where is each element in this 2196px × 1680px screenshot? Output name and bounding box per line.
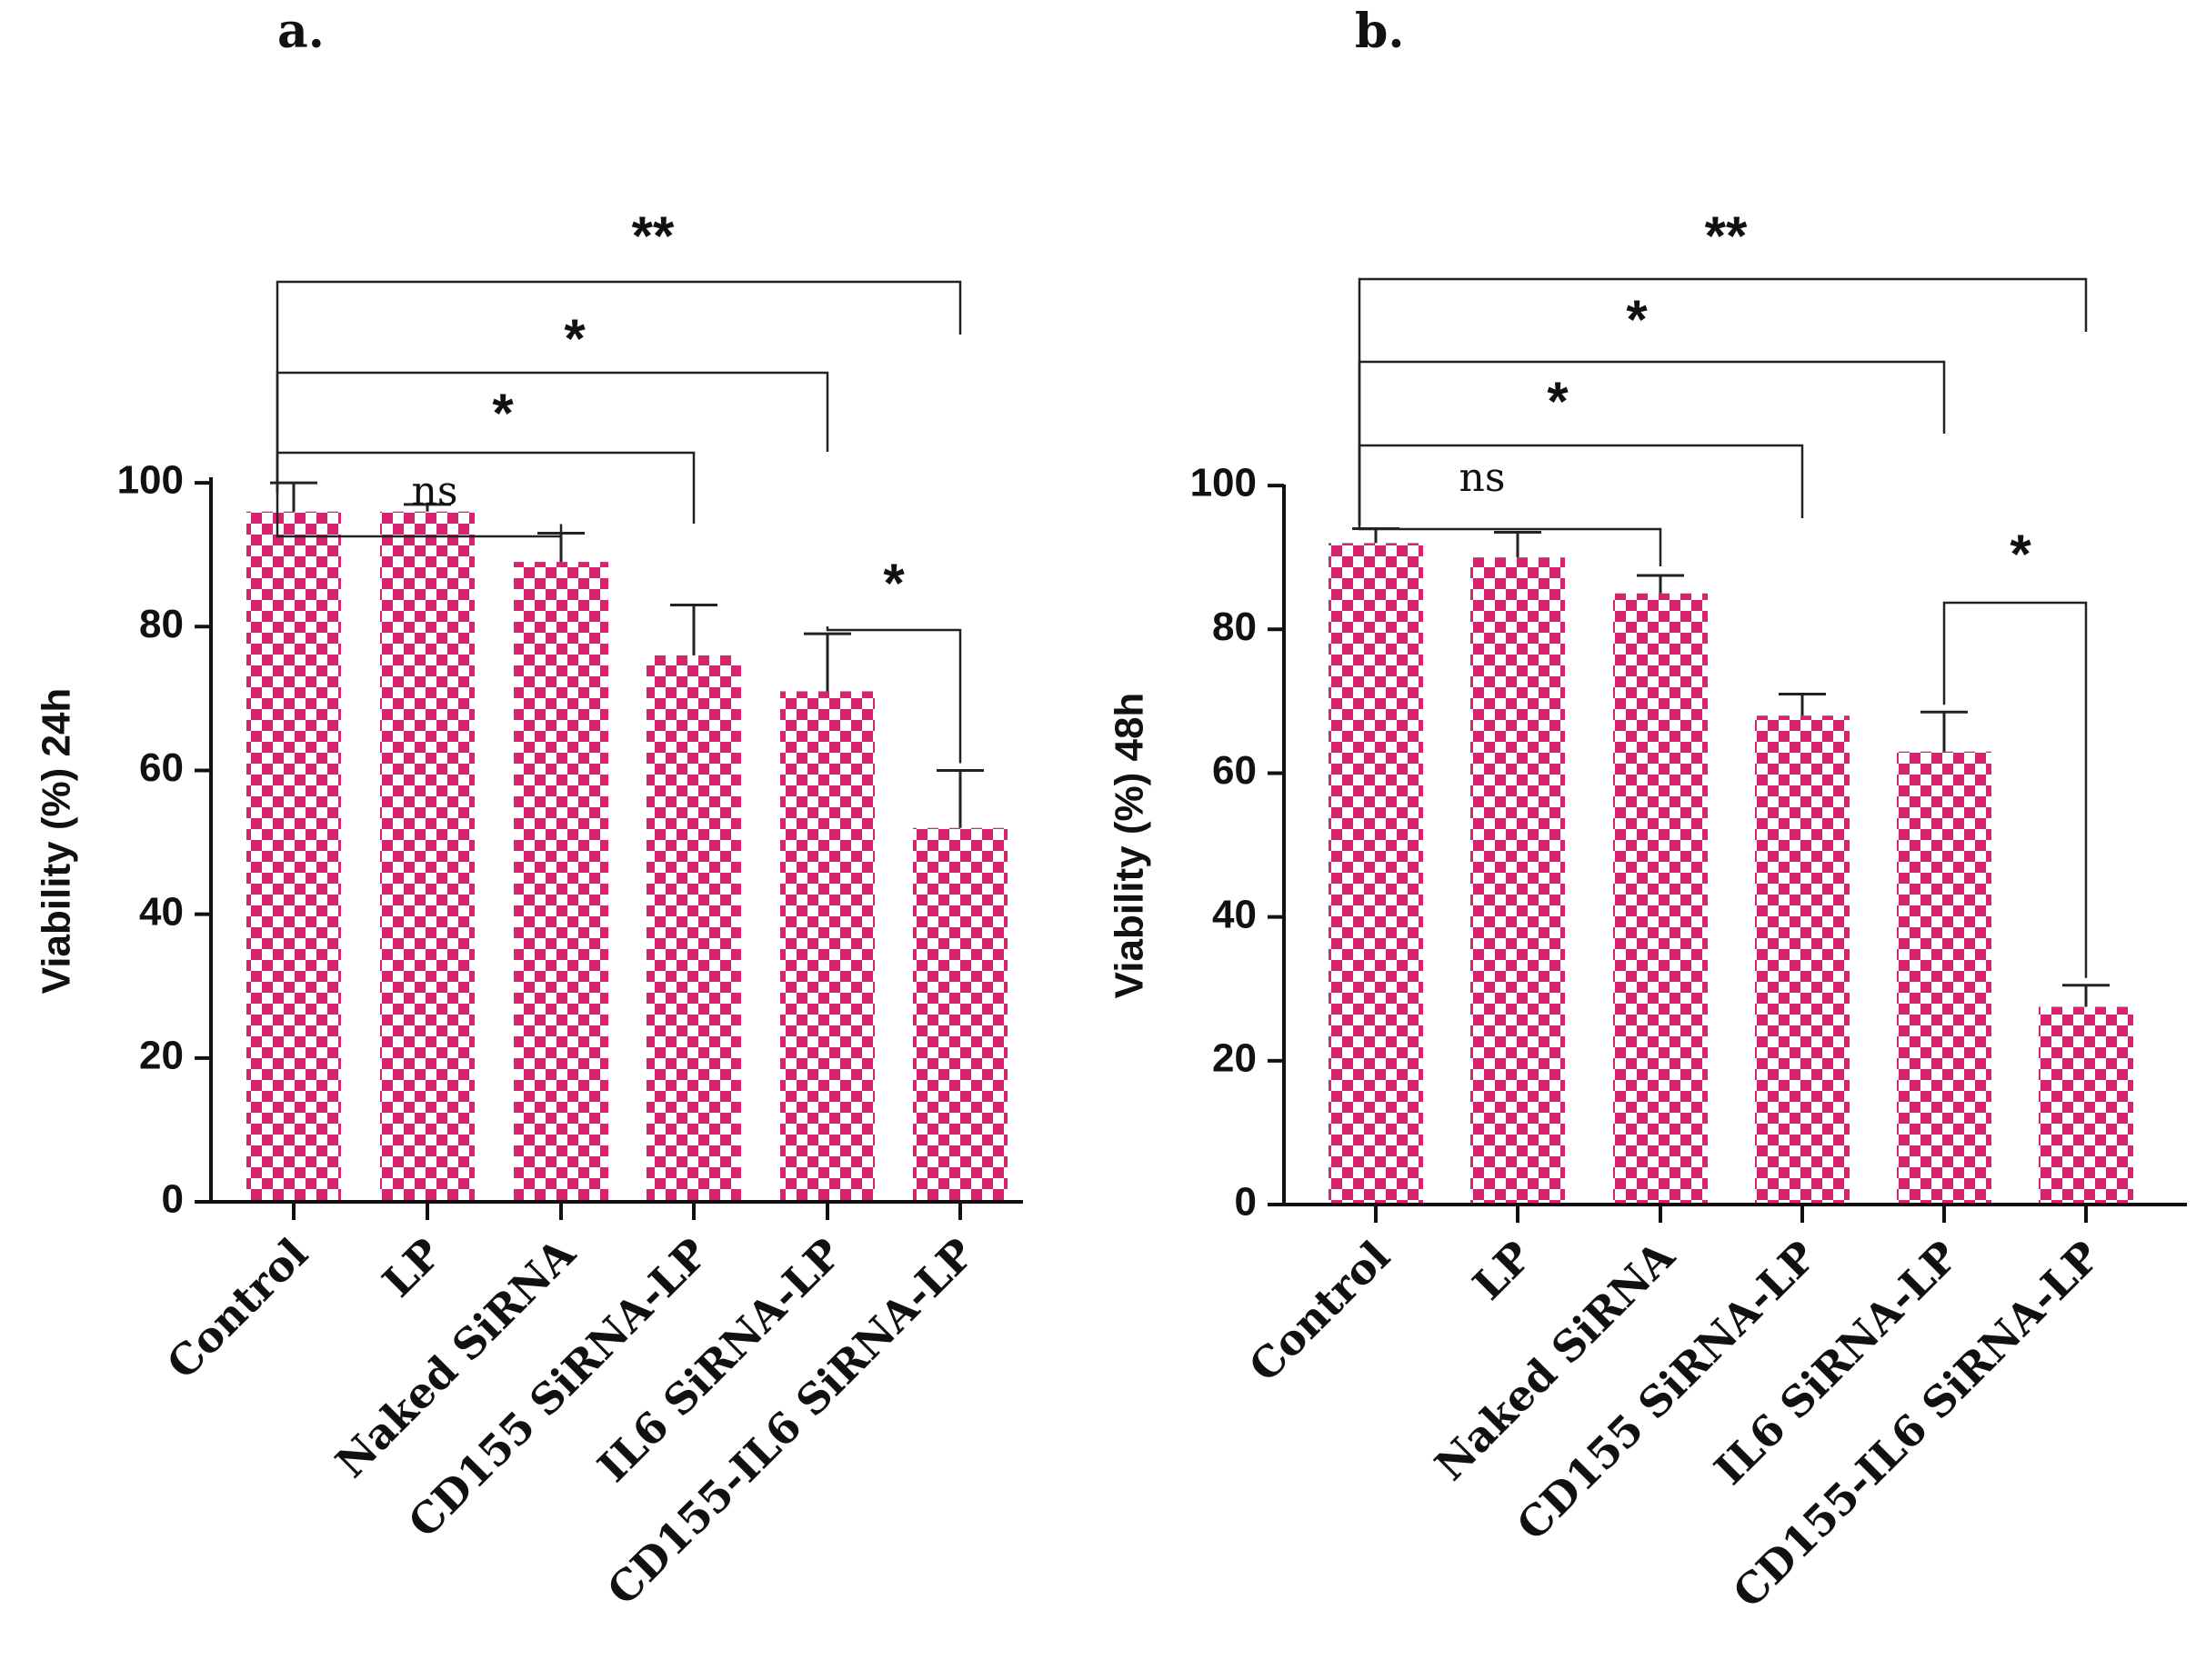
- bar: [647, 655, 741, 1202]
- significance-bracket: [1358, 525, 1662, 566]
- bar: [1613, 593, 1708, 1205]
- y-tick-label: 20: [1212, 1035, 1257, 1080]
- panel-label: a.: [277, 4, 325, 59]
- bar: [913, 827, 1008, 1202]
- significance-bracket: [276, 371, 829, 494]
- bar: [246, 511, 341, 1202]
- significance-bracket: [1942, 601, 2088, 978]
- bar: [1897, 751, 1991, 1205]
- y-tick-label: 40: [1212, 892, 1257, 936]
- bar: [1329, 543, 1423, 1205]
- y-tick-label: 80: [1212, 605, 1257, 649]
- bar: [1755, 715, 1850, 1205]
- significance-bracket: [276, 493, 563, 538]
- panel-label: b.: [1355, 4, 1404, 59]
- x-tick-label: Naked SiRNA: [326, 1228, 586, 1487]
- y-tick-label: 60: [139, 745, 184, 790]
- bar: [2039, 1006, 2133, 1205]
- x-tick-label: IL6 SiRNA-LP: [1705, 1232, 1968, 1495]
- bar: [380, 511, 475, 1202]
- y-axis-label: Viability (%) 48h: [1108, 693, 1152, 999]
- significance-label: ns: [1459, 455, 1506, 501]
- y-tick-label: 100: [117, 458, 184, 503]
- y-tick-label: 80: [139, 602, 184, 646]
- significance-bracket: [826, 626, 962, 764]
- y-tick-label: 40: [139, 889, 184, 934]
- bar: [514, 562, 608, 1202]
- significance-bracket: [1358, 444, 1804, 525]
- panel-b: b. Viability (%) 48h 0 20 40 60 80 100 Control LP…: [1108, 4, 2187, 1617]
- y-tick-label: 100: [1190, 461, 1257, 505]
- significance-bracket: [276, 280, 962, 494]
- panel-a: a. Viability (%) 24h 0 20 40 60 80 100 Control LP…: [35, 4, 1023, 1615]
- significance-label: ns: [412, 468, 458, 515]
- significance-label: *: [1547, 371, 1569, 432]
- y-tick-label: 60: [1212, 748, 1257, 793]
- significance-label: **: [632, 205, 675, 266]
- significance-label: *: [492, 383, 514, 444]
- x-tick-label: LP: [1463, 1232, 1541, 1310]
- y-tick-label: 0: [1235, 1180, 1257, 1225]
- y-tick-label: 20: [139, 1033, 184, 1077]
- significance-label: **: [1705, 205, 1748, 266]
- y-tick-label: 0: [162, 1177, 184, 1222]
- x-tick-label: LP: [373, 1229, 451, 1307]
- x-tick-label: Control: [1239, 1232, 1399, 1392]
- x-tick-label: Naked SiRNA: [1426, 1231, 1685, 1490]
- significance-label: *: [1626, 289, 1648, 350]
- significance-bracket: [1358, 360, 1946, 525]
- significance-bracket: [1358, 277, 2088, 525]
- x-tick-label: Control: [157, 1229, 317, 1389]
- bar: [1470, 557, 1565, 1205]
- bar: [780, 691, 875, 1202]
- significance-label: *: [2010, 524, 2031, 585]
- significance-label: *: [564, 308, 586, 369]
- x-tick-label: IL6 SiRNA-LP: [588, 1229, 851, 1492]
- significance-label: *: [883, 553, 905, 614]
- y-axis-label: Viability (%) 24h: [35, 688, 79, 995]
